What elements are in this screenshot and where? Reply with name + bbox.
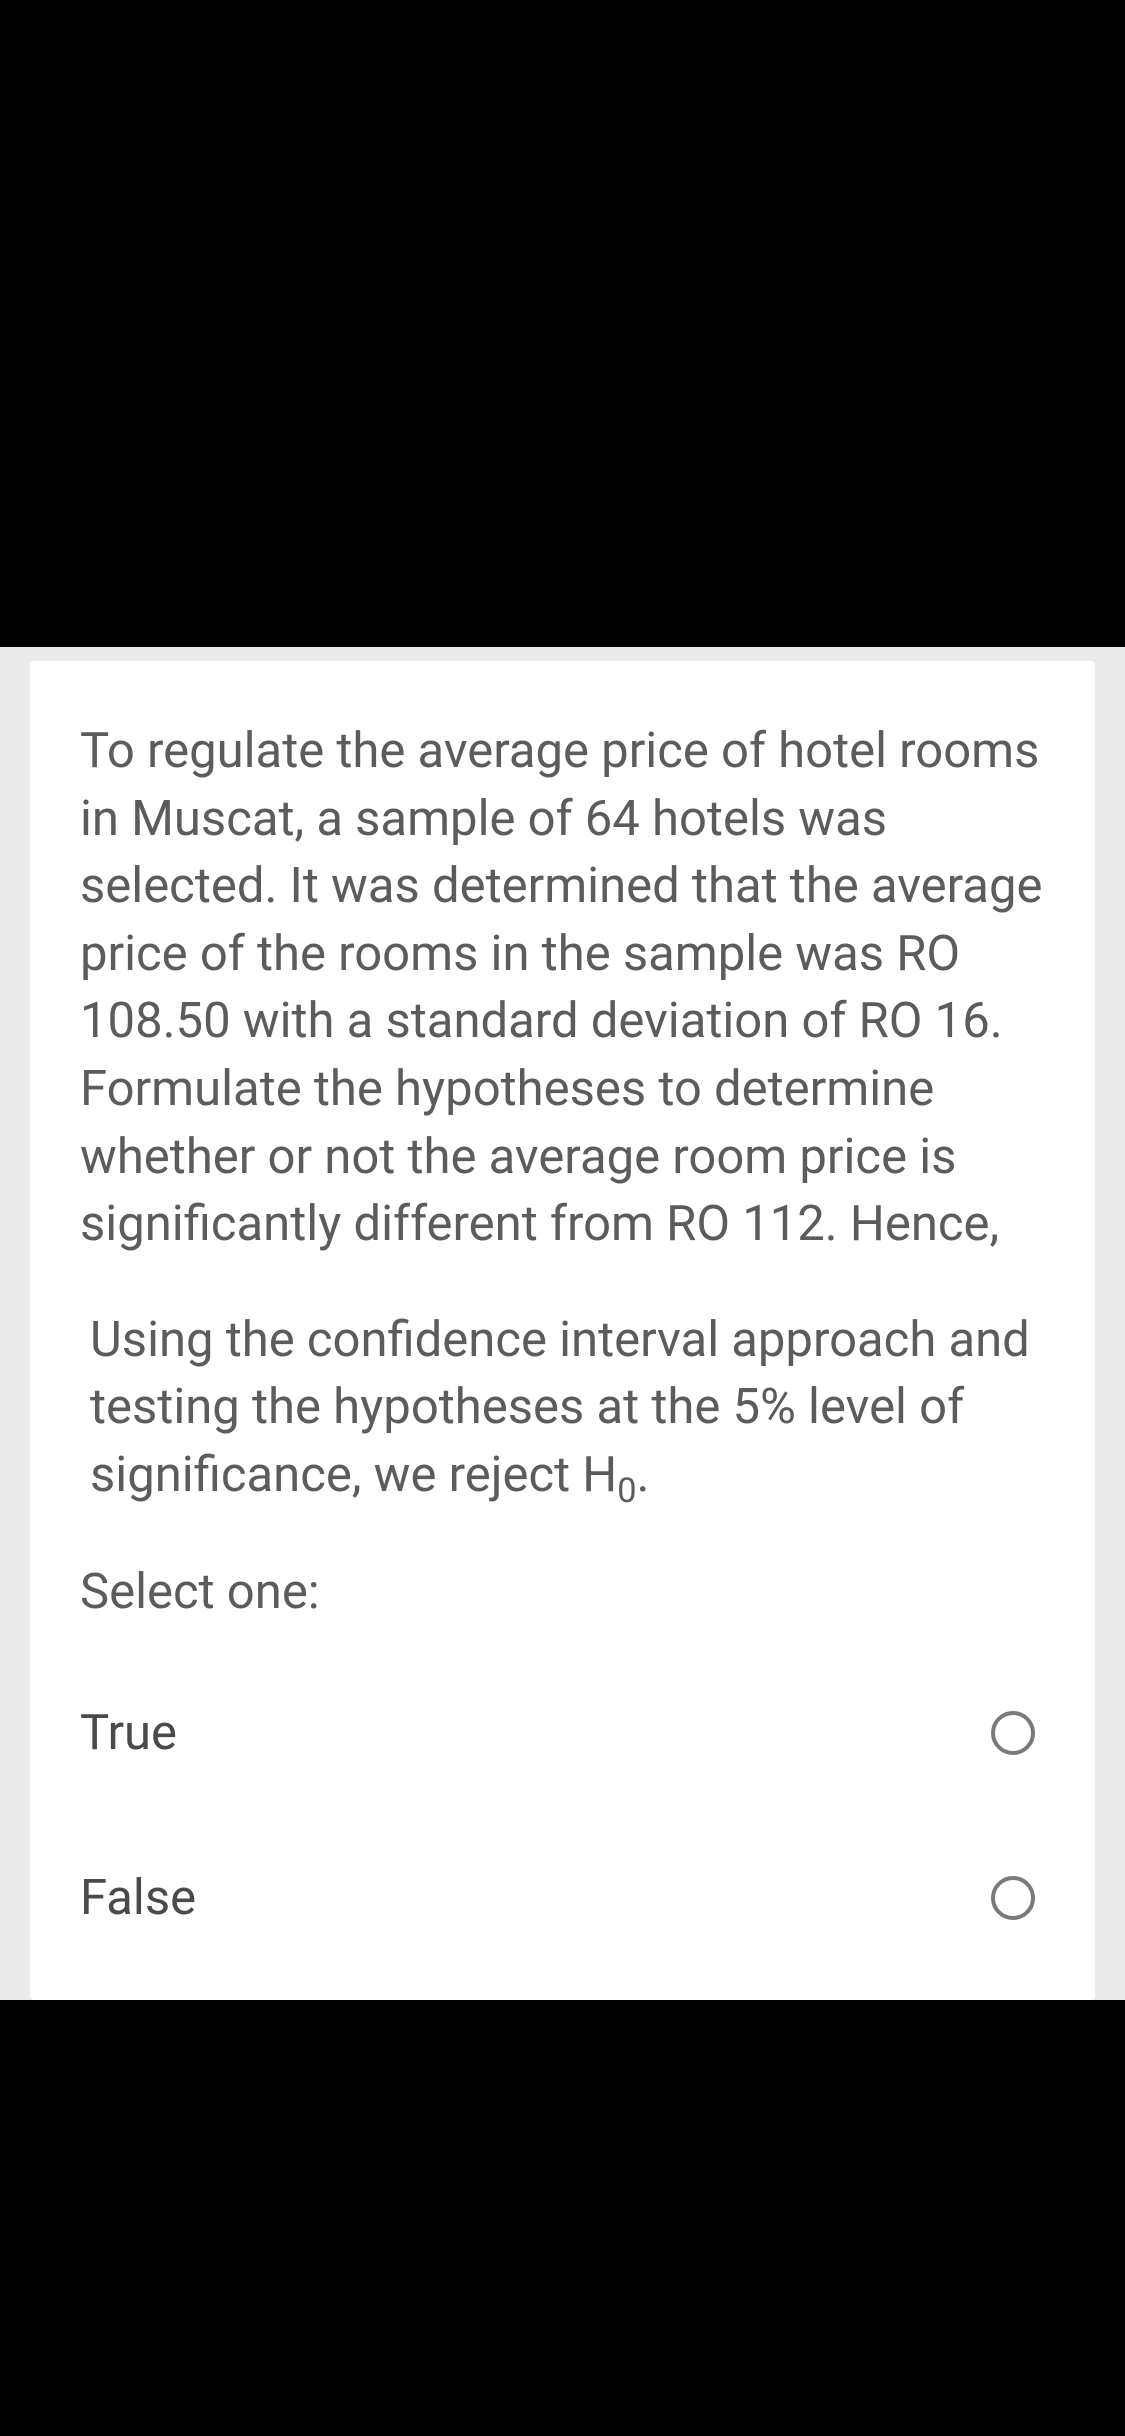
content-area: To regulate the average price of hotel r… — [0, 647, 1125, 2000]
option-false[interactable]: False — [80, 1855, 1045, 1940]
statement-prefix: Using the confidence interval approach a… — [90, 1311, 1030, 1503]
option-true[interactable]: True — [80, 1690, 1045, 1775]
statement-text: Using the confidence interval approach a… — [80, 1306, 1045, 1515]
option-true-label: True — [80, 1704, 177, 1761]
question-text: To regulate the average price of hotel r… — [80, 717, 1045, 1258]
question-card: To regulate the average price of hotel r… — [30, 661, 1095, 2000]
radio-icon — [991, 1711, 1035, 1755]
statement-subscript: 0 — [617, 1471, 636, 1511]
statement-suffix: . — [637, 1446, 650, 1503]
radio-icon — [991, 1876, 1035, 1920]
option-false-label: False — [80, 1869, 196, 1926]
select-one-label: Select one: — [80, 1563, 1045, 1620]
